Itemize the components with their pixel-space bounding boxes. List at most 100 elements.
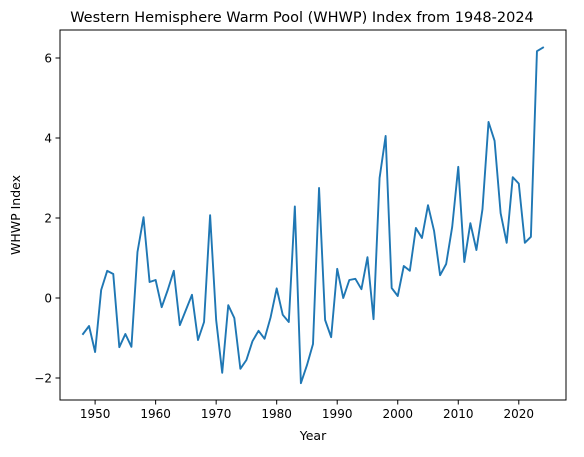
data-point xyxy=(100,289,102,291)
data-point xyxy=(227,304,229,306)
data-point xyxy=(464,261,466,263)
y-tick-label: 0 xyxy=(44,291,52,305)
data-point xyxy=(470,222,472,224)
chart-title: Western Hemisphere Warm Pool (WHWP) Inde… xyxy=(70,10,534,26)
data-point xyxy=(439,274,441,276)
data-point xyxy=(391,287,393,289)
data-point xyxy=(282,314,284,316)
data-point xyxy=(542,47,544,49)
data-point xyxy=(197,339,199,341)
data-point xyxy=(397,295,399,297)
data-point xyxy=(125,333,127,335)
data-point xyxy=(367,256,369,258)
data-point xyxy=(149,281,151,283)
data-point xyxy=(137,251,139,253)
data-point xyxy=(518,183,520,185)
data-point xyxy=(234,317,236,319)
data-point xyxy=(457,166,459,168)
data-point xyxy=(349,279,351,281)
data-point xyxy=(94,351,96,353)
data-point xyxy=(294,206,296,208)
data-point xyxy=(179,324,181,326)
data-point xyxy=(143,216,145,218)
data-point xyxy=(506,242,508,244)
data-point xyxy=(246,359,248,361)
data-point xyxy=(173,270,175,272)
x-tick-label: 1970 xyxy=(201,407,232,421)
data-point xyxy=(482,208,484,210)
data-point xyxy=(270,316,272,318)
data-point xyxy=(203,321,205,323)
data-point xyxy=(530,236,532,238)
data-point xyxy=(355,278,357,280)
data-point xyxy=(415,227,417,229)
data-point xyxy=(88,325,90,327)
data-point xyxy=(500,212,502,214)
data-point xyxy=(306,364,308,366)
data-point xyxy=(476,249,478,251)
data-point xyxy=(373,318,375,320)
data-point xyxy=(318,187,320,189)
data-point xyxy=(288,321,290,323)
data-point xyxy=(427,204,429,206)
data-point xyxy=(361,288,363,290)
data-point xyxy=(300,382,302,384)
x-axis-label: Year xyxy=(299,428,327,443)
data-point xyxy=(106,270,108,272)
data-point xyxy=(264,338,266,340)
x-tick-label: 2010 xyxy=(443,407,474,421)
data-point xyxy=(155,279,157,281)
data-point xyxy=(445,263,447,265)
data-point xyxy=(433,230,435,232)
data-point xyxy=(324,319,326,321)
data-point xyxy=(185,309,187,311)
data-point xyxy=(403,265,405,267)
whwp-index-line xyxy=(81,46,545,385)
data-point xyxy=(494,140,496,142)
data-point xyxy=(342,297,344,299)
data-point xyxy=(451,226,453,228)
data-point xyxy=(240,368,242,370)
y-tick-label: 2 xyxy=(44,211,52,225)
data-point xyxy=(312,343,314,345)
data-point xyxy=(379,177,381,179)
data-point xyxy=(221,372,223,374)
data-point xyxy=(409,270,411,272)
data-point xyxy=(536,50,538,52)
y-tick-label: 4 xyxy=(44,131,52,145)
data-point xyxy=(488,121,490,123)
data-point xyxy=(82,333,84,335)
y-tick-label: −2 xyxy=(34,371,52,385)
data-point xyxy=(524,242,526,244)
x-tick-label: 1960 xyxy=(140,407,171,421)
data-point xyxy=(385,135,387,137)
data-point xyxy=(215,319,217,321)
data-point xyxy=(191,294,193,296)
data-point xyxy=(336,268,338,270)
x-tick-label: 1980 xyxy=(261,407,292,421)
x-tick-label: 2000 xyxy=(382,407,413,421)
y-tick-label: 6 xyxy=(44,51,52,65)
x-axis-ticks: 1950 1960 1970 1980 1990 2000 2010 2020 xyxy=(80,400,534,421)
x-tick-label: 1990 xyxy=(322,407,353,421)
y-axis-ticks: −2 0 2 4 6 xyxy=(34,51,60,385)
data-point xyxy=(119,346,121,348)
data-point xyxy=(421,237,423,239)
data-point xyxy=(276,288,278,290)
y-axis-label: WHWP Index xyxy=(8,175,23,255)
x-tick-label: 1950 xyxy=(80,407,111,421)
data-point xyxy=(512,176,514,178)
data-point xyxy=(112,273,114,275)
data-point xyxy=(167,289,169,291)
data-point xyxy=(252,340,254,342)
plot-area-frame xyxy=(59,29,567,401)
data-point xyxy=(330,336,332,338)
data-point xyxy=(161,306,163,308)
data-point xyxy=(258,330,260,332)
data-point xyxy=(209,214,211,216)
x-tick-label: 2020 xyxy=(504,407,535,421)
data-point xyxy=(131,346,133,348)
